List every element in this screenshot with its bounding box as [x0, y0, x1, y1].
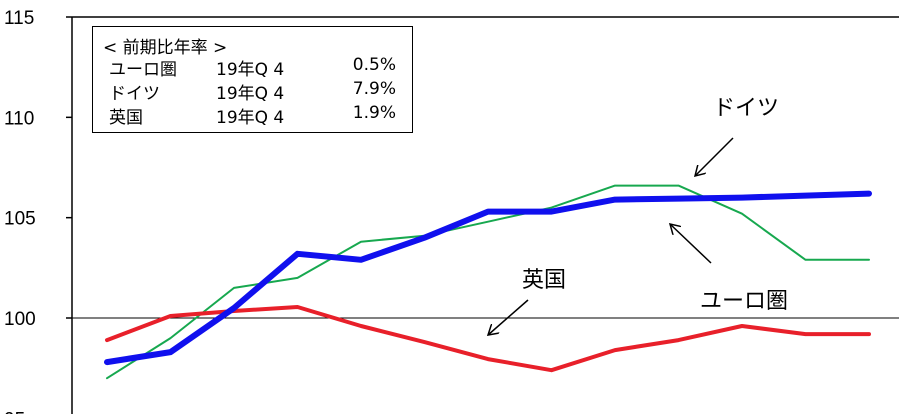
annotation-eurozone: ユーロ圏 [700, 289, 789, 314]
legend-row-germany: ドイツ 19年Q 4 7.9% [109, 79, 396, 179]
legend-name: 英国 [109, 108, 143, 128]
legend-name: ドイツ [109, 84, 160, 104]
series-layer [104, 184, 872, 380]
series-line-germany [106, 184, 870, 380]
y-tick-label: 110 [4, 108, 34, 129]
y-tick-label: 115 [4, 8, 34, 29]
legend-value: 7.9% [352, 79, 396, 99]
legend-name: ユーロ圏 [109, 60, 177, 80]
annotation-arrows [488, 137, 734, 335]
y-tick-labels: 95 100 105 110 115 [4, 8, 36, 414]
y-tick-label: 95 [4, 409, 25, 414]
y-tick-label: 100 [4, 309, 36, 330]
legend-period: 19年Q 4 [216, 84, 285, 104]
legend-title: < 前期比年率 > [103, 38, 228, 58]
y-tick-marks [66, 16, 72, 319]
legend-period: 19年Q 4 [216, 60, 285, 80]
arrow-eurozone [670, 224, 712, 264]
legend-value: 1.9% [352, 103, 396, 123]
arrow-uk [488, 299, 529, 335]
series-line-eurozone [104, 190, 872, 366]
annotation-uk: 英国 [522, 268, 567, 293]
growth-rate-legend: < 前期比年率 > ユーロ圏 19年Q 4 0.5% ドイツ 19年Q 4 7.… [92, 26, 413, 133]
legend-period: 19年Q 4 [216, 108, 285, 128]
arrow-germany [695, 137, 734, 176]
legend-row-eurozone: ユーロ圏 19年Q 4 0.5% [109, 55, 396, 155]
annotation-germany: ドイツ [713, 96, 780, 121]
legend-value: 0.5% [352, 55, 396, 75]
legend-row-uk: 英国 19年Q 4 1.9% [109, 103, 396, 203]
y-tick-label: 105 [4, 209, 36, 230]
